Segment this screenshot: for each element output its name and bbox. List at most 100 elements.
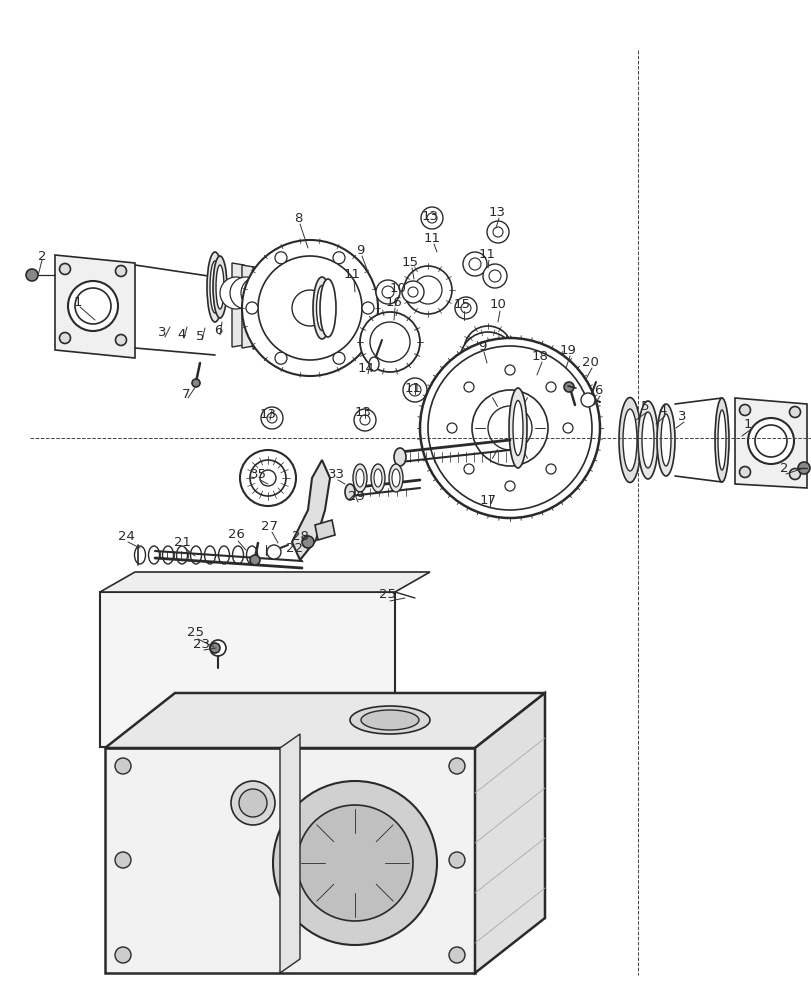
- Polygon shape: [292, 460, 329, 560]
- Text: 13: 13: [354, 406, 371, 418]
- Polygon shape: [315, 520, 335, 540]
- Circle shape: [420, 207, 443, 229]
- Circle shape: [241, 277, 272, 309]
- Text: 13: 13: [421, 210, 438, 223]
- Ellipse shape: [393, 448, 406, 466]
- Circle shape: [427, 213, 436, 223]
- Circle shape: [191, 379, 200, 387]
- Circle shape: [260, 470, 276, 486]
- Ellipse shape: [717, 410, 725, 470]
- Text: 11: 11: [404, 381, 421, 394]
- Text: 23: 23: [193, 638, 210, 650]
- Circle shape: [297, 805, 413, 921]
- Circle shape: [402, 378, 427, 402]
- Polygon shape: [105, 693, 544, 748]
- Circle shape: [333, 252, 345, 264]
- Ellipse shape: [210, 261, 220, 313]
- Circle shape: [220, 277, 251, 309]
- Circle shape: [292, 290, 328, 326]
- Text: 35: 35: [249, 468, 266, 481]
- Circle shape: [504, 365, 514, 375]
- Bar: [135, 774, 204, 864]
- Ellipse shape: [368, 357, 379, 371]
- Circle shape: [448, 758, 465, 774]
- Circle shape: [115, 758, 131, 774]
- Ellipse shape: [622, 409, 636, 471]
- Circle shape: [461, 303, 470, 313]
- Circle shape: [448, 947, 465, 963]
- Ellipse shape: [350, 706, 430, 734]
- Ellipse shape: [216, 265, 224, 309]
- Polygon shape: [734, 398, 806, 488]
- Circle shape: [788, 406, 800, 418]
- Polygon shape: [242, 265, 254, 348]
- Ellipse shape: [388, 464, 402, 492]
- Text: 5: 5: [195, 330, 204, 342]
- Circle shape: [419, 338, 599, 518]
- Circle shape: [375, 280, 400, 304]
- Text: 1: 1: [743, 418, 751, 432]
- Text: 22: 22: [286, 542, 303, 554]
- Text: 33: 33: [327, 468, 344, 481]
- Ellipse shape: [361, 710, 418, 730]
- Text: 11: 11: [343, 268, 360, 282]
- Circle shape: [404, 266, 452, 314]
- Text: 21: 21: [174, 536, 191, 548]
- Circle shape: [246, 302, 258, 314]
- Circle shape: [381, 286, 393, 298]
- Ellipse shape: [135, 546, 145, 564]
- Circle shape: [562, 423, 573, 433]
- Ellipse shape: [218, 546, 230, 564]
- Circle shape: [230, 277, 262, 309]
- Circle shape: [448, 852, 465, 868]
- Text: 3: 3: [677, 410, 685, 422]
- Circle shape: [267, 413, 277, 423]
- Text: 15: 15: [401, 255, 418, 268]
- Circle shape: [260, 407, 283, 429]
- Circle shape: [275, 352, 286, 364]
- Polygon shape: [474, 693, 544, 973]
- Ellipse shape: [513, 400, 522, 456]
- Text: 9: 9: [355, 243, 364, 256]
- Circle shape: [460, 332, 515, 388]
- Text: 11: 11: [423, 232, 440, 244]
- Ellipse shape: [148, 546, 159, 564]
- Circle shape: [739, 466, 749, 478]
- Circle shape: [797, 462, 809, 474]
- Circle shape: [230, 781, 275, 825]
- Circle shape: [115, 265, 127, 276]
- Ellipse shape: [345, 484, 354, 500]
- Ellipse shape: [247, 546, 257, 564]
- Text: 1: 1: [74, 296, 82, 308]
- Text: 5: 5: [640, 399, 649, 412]
- Text: 15: 15: [453, 298, 470, 312]
- Circle shape: [483, 264, 506, 288]
- Ellipse shape: [320, 279, 336, 337]
- Ellipse shape: [642, 412, 653, 468]
- Polygon shape: [253, 267, 264, 349]
- Ellipse shape: [392, 469, 400, 487]
- Text: 3: 3: [157, 326, 166, 338]
- Text: 25: 25: [187, 626, 204, 640]
- Text: 4: 4: [658, 403, 667, 416]
- Ellipse shape: [232, 546, 243, 564]
- Circle shape: [487, 406, 531, 450]
- Circle shape: [359, 415, 370, 425]
- Circle shape: [564, 382, 573, 392]
- Polygon shape: [55, 255, 135, 358]
- Circle shape: [272, 781, 436, 945]
- Text: 7: 7: [182, 387, 190, 400]
- Circle shape: [414, 276, 441, 304]
- Circle shape: [407, 287, 418, 297]
- Text: 20: 20: [581, 357, 598, 369]
- Circle shape: [115, 852, 131, 868]
- Circle shape: [739, 404, 749, 416]
- Ellipse shape: [212, 256, 227, 318]
- Text: 10: 10: [489, 298, 506, 312]
- Circle shape: [68, 281, 118, 331]
- Circle shape: [302, 536, 314, 548]
- Circle shape: [470, 342, 505, 378]
- Circle shape: [474, 336, 501, 364]
- Circle shape: [409, 384, 420, 396]
- Text: 2: 2: [779, 462, 787, 475]
